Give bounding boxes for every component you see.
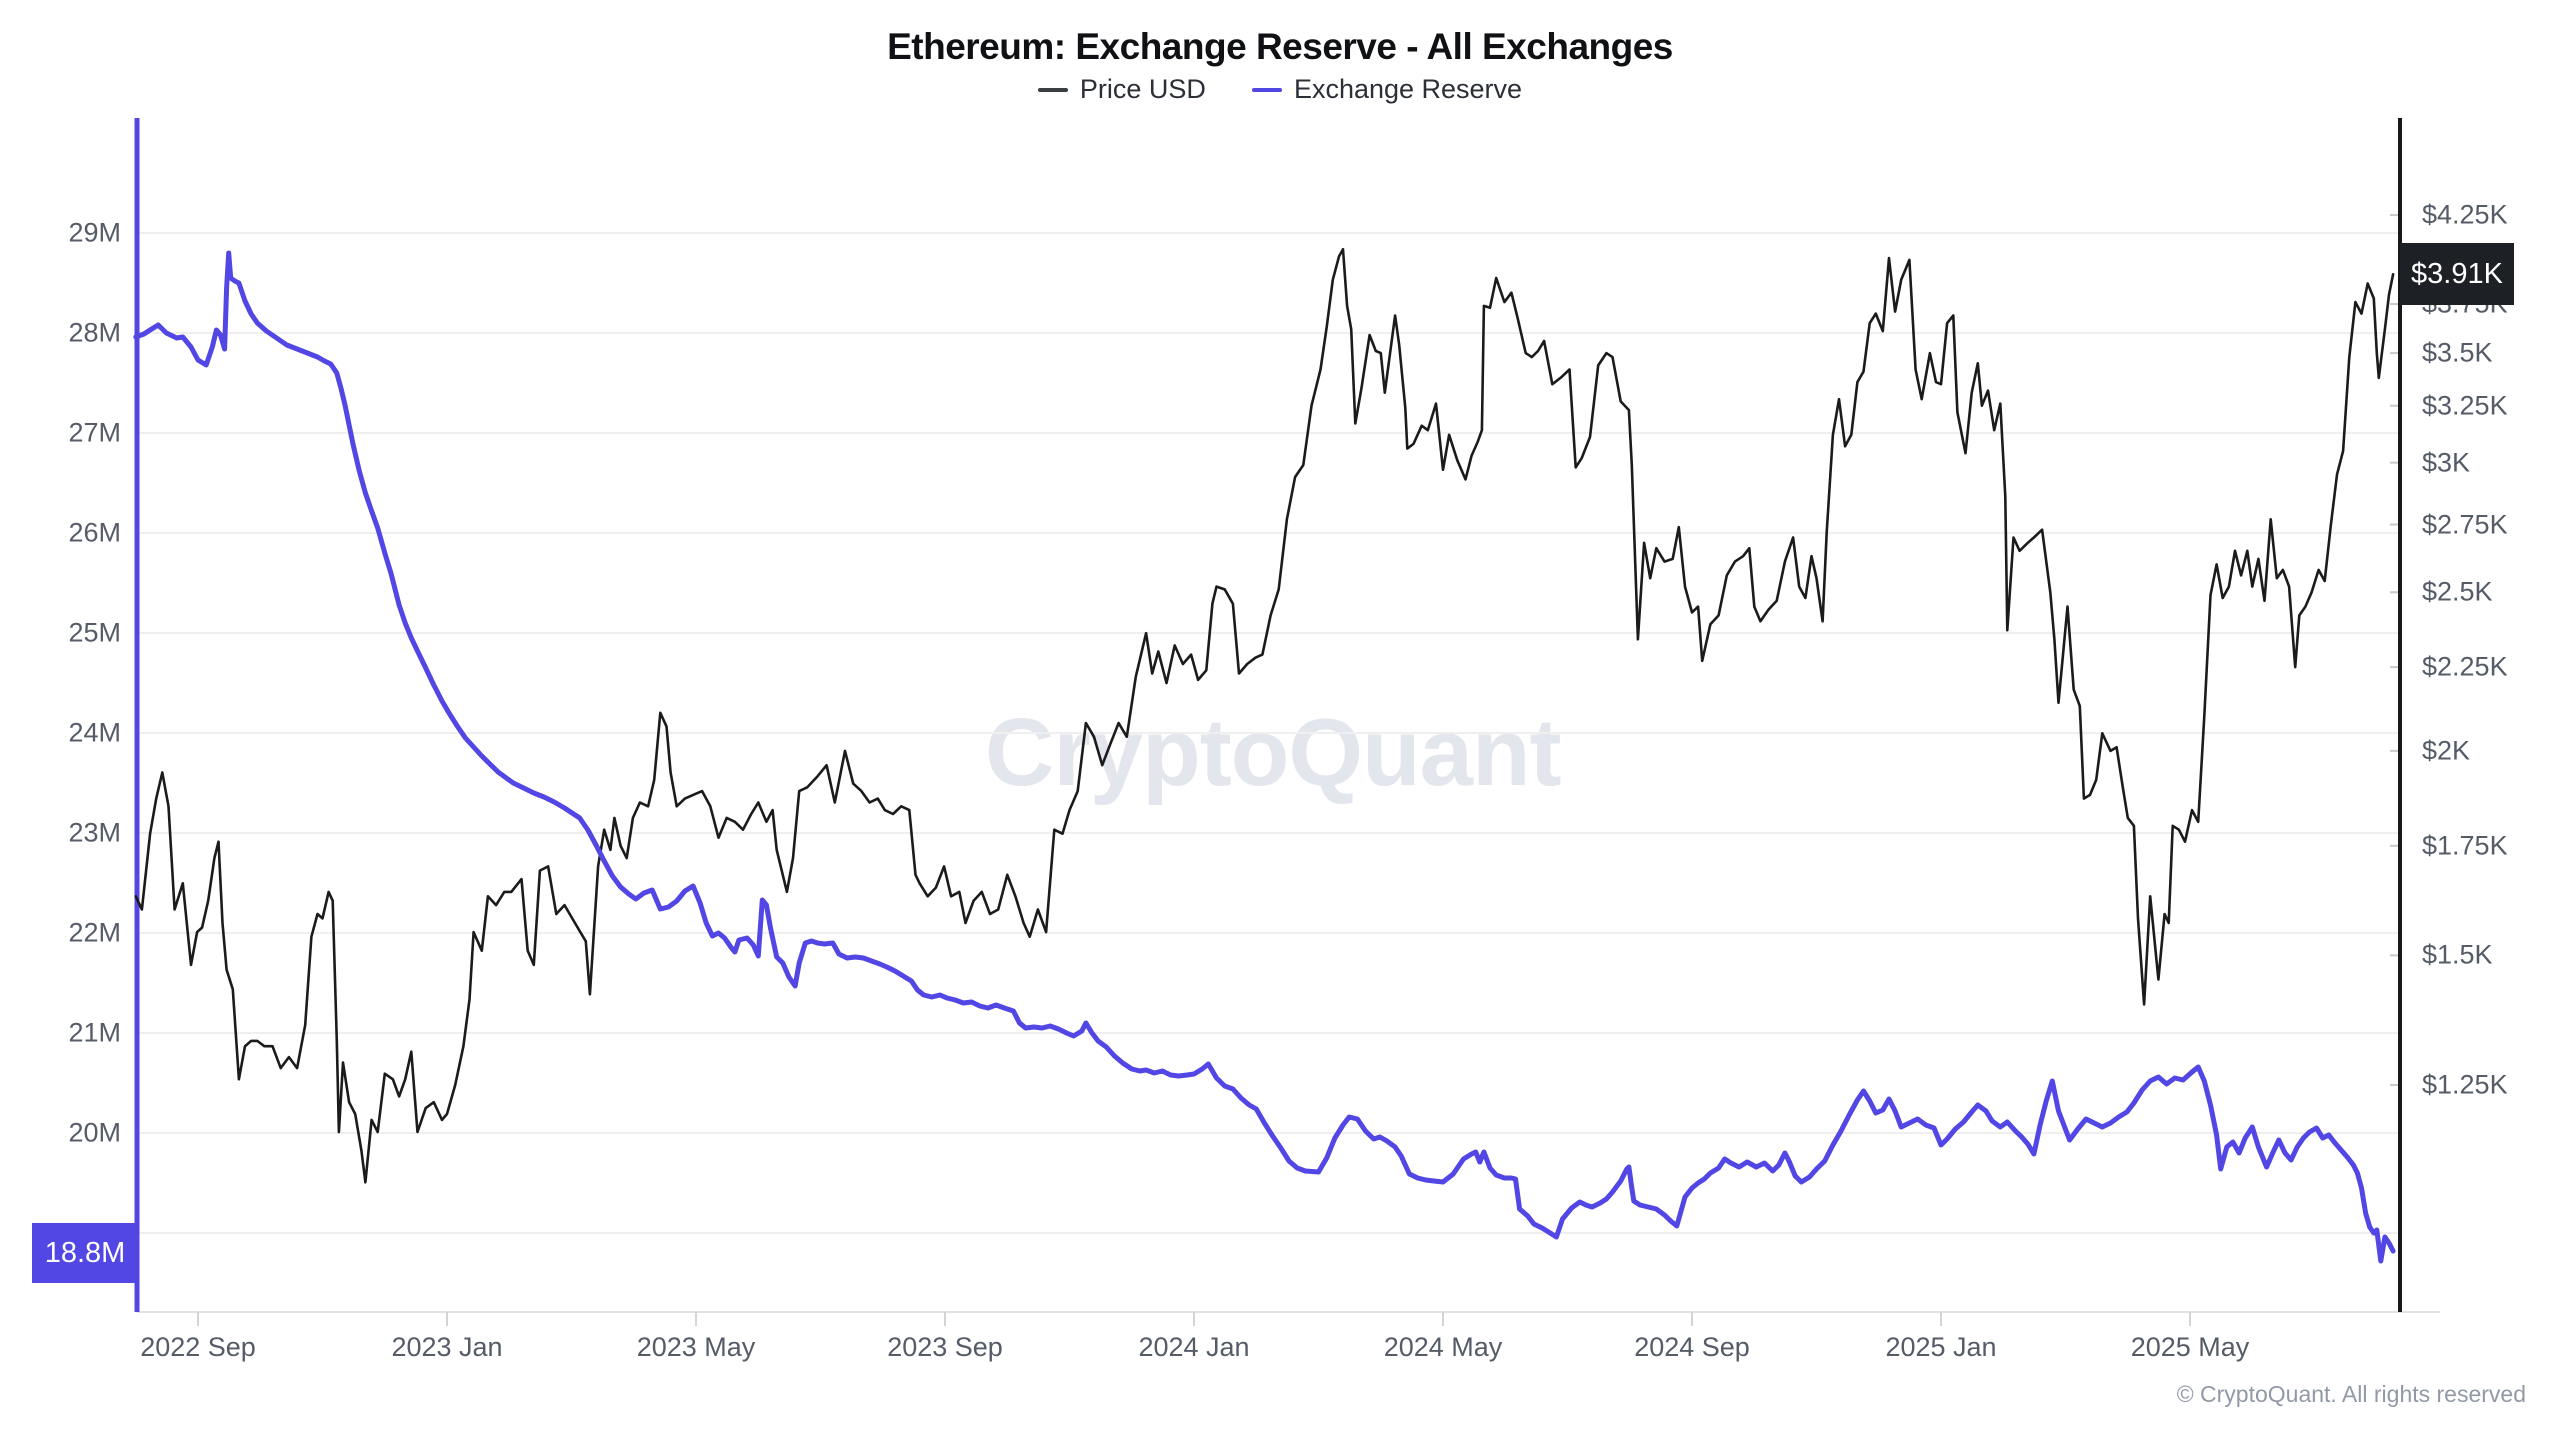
legend-label-price: Price USD — [1079, 74, 1206, 104]
reserve-current-value-badge: 18.8M — [32, 1223, 138, 1283]
right-axis-tick: $3K — [2422, 447, 2471, 478]
right-axis-tick: $2.25K — [2422, 651, 2508, 682]
right-axis-tick: $4.25K — [2422, 199, 2508, 230]
x-axis-tick: 2024 May — [1383, 1332, 1503, 1362]
right-axis-tick: $1.75K — [2422, 830, 2508, 861]
page-title: Ethereum: Exchange Reserve - All Exchang… — [887, 26, 1673, 67]
x-axis-tick: 2023 Jan — [391, 1332, 503, 1362]
x-axis-tick: 2022 Sep — [140, 1332, 256, 1362]
legend-label-reserve: Exchange Reserve — [1293, 74, 1523, 104]
price-current-value-badge: $3.91K — [2400, 243, 2514, 306]
left-axis-tick: 27M — [68, 417, 121, 448]
left-axis-tick: 28M — [68, 317, 121, 348]
x-axis-tick: 2024 Sep — [1634, 1332, 1750, 1362]
right-axis-tick: $3.25K — [2422, 390, 2508, 421]
legend-item-reserve[interactable]: Exchange Reserve — [1251, 74, 1523, 105]
legend-item-price[interactable]: Price USD — [1037, 74, 1206, 105]
x-axis-tick: 2025 Jan — [1885, 1332, 1997, 1362]
series-line-exchange-reserve[interactable] — [133, 250, 2396, 1264]
right-axis-tick: $1.5K — [2422, 939, 2493, 970]
x-axis-tick: 2023 May — [636, 1332, 756, 1362]
x-axis-tick: 2024 Jan — [1138, 1332, 1250, 1362]
left-axis-tick: 21M — [68, 1017, 121, 1048]
x-axis-tick: 2023 Sep — [887, 1332, 1003, 1362]
copyright-footer: © CryptoQuant. All rights reserved — [2176, 1381, 2526, 1407]
left-axis-tick: 25M — [68, 617, 121, 648]
right-axis-tick: $2.75K — [2422, 509, 2508, 539]
left-axis-tick: 22M — [68, 917, 121, 948]
chart-legend: Price USD Exchange Reserve — [0, 74, 2560, 105]
left-axis-tick: 29M — [68, 217, 121, 248]
left-axis-tick: 26M — [68, 517, 121, 548]
right-axis-tick: $1.25K — [2422, 1069, 2508, 1100]
reserve-line-swatch-icon — [1251, 87, 1282, 92]
price-line-swatch-icon — [1037, 87, 1068, 92]
right-axis-tick: $2.5K — [2422, 576, 2493, 607]
x-axis-tick: 2025 May — [2130, 1332, 2250, 1362]
right-axis-tick: $3.5K — [2422, 337, 2493, 368]
left-axis-tick: 20M — [68, 1117, 121, 1148]
left-axis-tick: 24M — [68, 717, 121, 748]
left-axis-tick: 23M — [68, 817, 121, 848]
right-axis-tick: $2K — [2422, 735, 2471, 766]
series-line-price-usd[interactable] — [134, 248, 2395, 1184]
